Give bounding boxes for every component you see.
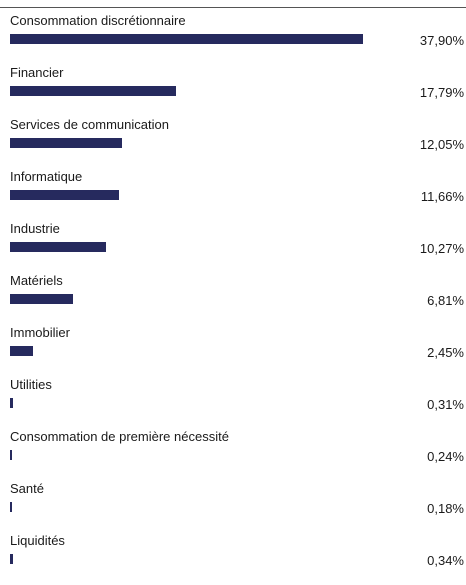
category-label: Liquidités <box>10 533 65 548</box>
bar-row: Informatique 11,66% <box>0 169 466 221</box>
top-divider <box>0 7 466 8</box>
value-label: 12,05% <box>419 137 464 152</box>
category-label: Financier <box>10 65 64 80</box>
bar <box>10 138 123 148</box>
bar <box>10 34 363 44</box>
bar-row: Matériels 6,81% <box>0 273 466 325</box>
bar-row: Consommation discrétionnaire 37,90% <box>0 13 466 65</box>
value-label: 10,27% <box>419 241 464 256</box>
bar <box>10 242 106 252</box>
sector-allocation-chart: Consommation discrétionnaire 37,90% Financ… <box>0 7 466 568</box>
category-label: Informatique <box>10 169 83 184</box>
bar <box>10 398 13 408</box>
bar-row: Services de communication 12,05% <box>0 117 466 169</box>
bar <box>10 86 176 96</box>
category-label: Consommation discrétionnaire <box>10 13 186 28</box>
bar <box>10 346 33 356</box>
bar-row: Financier 17,79% <box>0 65 466 117</box>
category-label: Immobilier <box>10 325 70 340</box>
bar-row: Consommation de première nécessité 0,24% <box>0 429 466 481</box>
bar-row: Utilities 0,31% <box>0 377 466 429</box>
bar-row: Liquidités 0,34% <box>0 533 466 585</box>
bar-row: Industrie 10,27% <box>0 221 466 273</box>
bar <box>10 294 74 304</box>
category-label: Services de communication <box>10 117 169 132</box>
value-label: 0,31% <box>427 397 464 412</box>
bar-row: Immobilier 2,45% <box>0 325 466 377</box>
bar <box>10 502 12 512</box>
value-label: 0,34% <box>427 553 464 568</box>
value-label: 2,45% <box>427 345 464 360</box>
bar <box>10 450 13 460</box>
value-label: 0,18% <box>427 501 464 516</box>
value-label: 0,24% <box>427 449 464 464</box>
category-label: Consommation de première nécessité <box>10 429 229 444</box>
category-label: Matériels <box>10 273 63 288</box>
value-label: 37,90% <box>419 33 464 48</box>
bar-row: Santé 0,18% <box>0 481 466 533</box>
bar <box>10 190 119 200</box>
category-label: Industrie <box>10 221 60 236</box>
value-label: 11,66% <box>420 189 464 204</box>
category-label: Santé <box>10 481 44 496</box>
bar <box>10 554 14 564</box>
value-label: 17,79% <box>419 85 464 100</box>
category-label: Utilities <box>10 377 52 392</box>
value-label: 6,81% <box>427 293 464 308</box>
